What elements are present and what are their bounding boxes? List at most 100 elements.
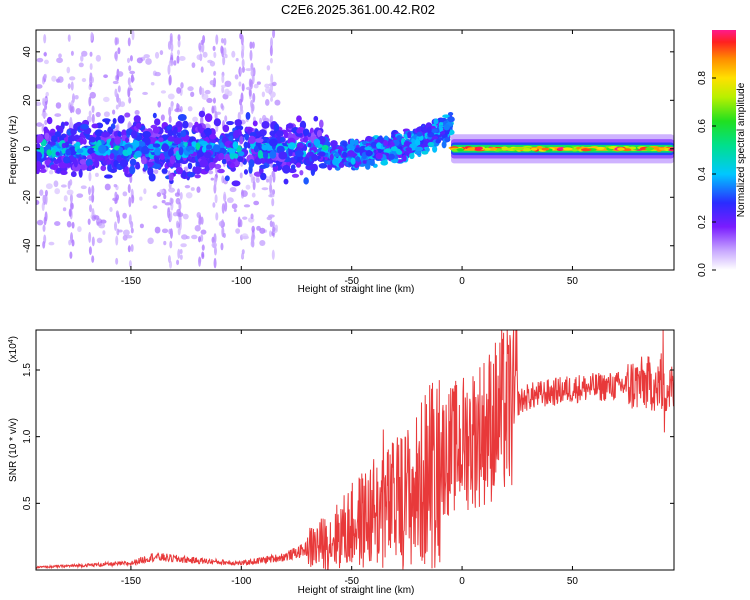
spectrogram-streak-mark bbox=[252, 92, 256, 103]
spectrogram-streak-mark bbox=[115, 104, 119, 110]
spectrogram-scatter-mark bbox=[256, 81, 261, 85]
spectrogram-scatter-mark bbox=[139, 223, 144, 229]
spectrogram-streak-mark bbox=[177, 34, 181, 41]
spectrogram-streak-mark bbox=[167, 255, 171, 264]
spectrogram-band-mark bbox=[129, 158, 137, 166]
spectrogram-streak-mark bbox=[239, 172, 243, 179]
spectrogram-rising-mark bbox=[421, 150, 429, 155]
spectrogram-scatter-mark bbox=[36, 84, 43, 89]
spectrogram-scatter-mark bbox=[93, 215, 100, 220]
spectrogram-scatter-mark bbox=[86, 115, 92, 123]
spectrogram-band-mark bbox=[214, 163, 222, 170]
spectrogram-scatter-mark bbox=[39, 189, 44, 196]
spectrogram-streak-mark bbox=[177, 39, 181, 48]
spectrogram-scatter-mark bbox=[75, 108, 82, 115]
spectrogram-band-mark bbox=[299, 169, 304, 176]
spectrogram-scatter-mark bbox=[45, 183, 53, 190]
spectrogram-band-mark bbox=[161, 168, 168, 174]
spectrogram-streak-mark bbox=[117, 47, 121, 55]
spectrogram-band-mark bbox=[295, 132, 303, 137]
spectrogram-band-mark bbox=[126, 147, 133, 156]
spectrogram-scatter-mark bbox=[202, 51, 208, 58]
spectrogram-scatter-mark bbox=[229, 187, 237, 193]
spectrogram-streak-mark bbox=[127, 184, 131, 194]
spectrogram-tone-mark bbox=[616, 147, 625, 151]
spectrogram-band-mark bbox=[53, 159, 59, 165]
spectrogram-band-mark bbox=[186, 171, 195, 178]
spectrogram-scatter-mark bbox=[43, 52, 47, 57]
spectrogram-scatter-mark bbox=[175, 197, 181, 205]
spectrogram-scatter-mark bbox=[161, 199, 166, 204]
spectrogram-scatter-mark bbox=[234, 74, 239, 80]
spectrogram-band-mark bbox=[282, 164, 291, 174]
spectrogram-scatter-mark bbox=[201, 93, 209, 100]
spectrogram-band-mark bbox=[94, 129, 104, 137]
spectrogram-panel: -150 -100 -50 0 50 -40 -20 0 20 40 Height of str… bbox=[8, 29, 675, 295]
spectrogram-rising-mark bbox=[333, 152, 340, 158]
spectrogram-band-mark bbox=[233, 153, 239, 159]
spectrogram-streak-mark bbox=[115, 210, 119, 217]
spectrogram-streak-mark bbox=[69, 251, 73, 259]
spectrogram-streak-mark bbox=[114, 221, 118, 231]
spectrogram-band-mark bbox=[269, 150, 277, 159]
spectrogram-scatter-mark bbox=[191, 62, 196, 68]
spectrogram-scatter-mark bbox=[119, 101, 126, 108]
spectrogram-scatter-mark bbox=[112, 109, 116, 115]
spectrogram-streak-mark bbox=[91, 105, 95, 113]
spectrogram-streak-mark bbox=[252, 176, 256, 182]
spectrogram-streak-mark bbox=[224, 115, 228, 122]
spectrogram-rising-mark bbox=[361, 140, 367, 145]
spectrogram-band-mark bbox=[261, 144, 269, 151]
spectrogram-streak-mark bbox=[88, 172, 92, 182]
spectrogram-tone-mark bbox=[501, 147, 509, 151]
spectrogram-scatter-mark bbox=[253, 200, 260, 206]
spectrogram-rising-mark bbox=[396, 134, 403, 141]
spectrogram-tone-mark bbox=[512, 147, 524, 151]
spectrogram-band-mark bbox=[273, 123, 280, 132]
spectrogram-band-mark bbox=[307, 142, 312, 148]
spectrogram-band-mark bbox=[98, 144, 107, 154]
spectrogram-streak-mark bbox=[238, 81, 242, 87]
spectrogram-band-mark bbox=[291, 173, 300, 178]
spectrogram-streak-mark bbox=[115, 257, 119, 265]
spectrogram-scatter-mark bbox=[103, 74, 108, 79]
spectrogram-streak-mark bbox=[67, 83, 71, 89]
spectrogram-band-mark bbox=[276, 130, 284, 137]
spectrogram-rising-mark bbox=[346, 150, 355, 157]
spectrogram-scatter-mark bbox=[56, 57, 63, 64]
spectrogram-rising-mark bbox=[416, 126, 422, 133]
spectrogram-band-mark bbox=[100, 165, 107, 172]
spectrogram-streak-mark bbox=[44, 119, 48, 125]
spectrogram-band-mark bbox=[221, 158, 227, 165]
spectrogram-band-mark bbox=[176, 126, 182, 133]
spectrogram-scatter-mark bbox=[168, 59, 174, 67]
spectrogram-scatter-mark bbox=[176, 212, 184, 218]
spectrogram-band-mark bbox=[166, 125, 173, 131]
colorbar: 0.0 0.2 0.4 0.6 0.8 Normalized spectral ampl… bbox=[697, 30, 747, 277]
spectrogram-scatter-mark bbox=[55, 102, 62, 109]
spectrogram-band-mark bbox=[297, 155, 304, 161]
y-tick-label: 40 bbox=[22, 46, 33, 58]
x-tick-label: 50 bbox=[567, 276, 579, 287]
spectrogram-scatter-mark bbox=[180, 82, 184, 89]
spectrogram-band-mark bbox=[243, 169, 249, 175]
spectrogram-band-mark bbox=[161, 143, 170, 152]
snr-y-multiplier: (x104) bbox=[8, 336, 20, 363]
spectrogram-scatter-mark bbox=[154, 71, 161, 77]
spectrogram-band-mark bbox=[248, 159, 255, 168]
spectrogram-band-mark bbox=[253, 145, 259, 153]
spectrogram-streak-mark bbox=[272, 171, 276, 178]
spectrogram-streak-mark bbox=[128, 96, 132, 104]
spectrogram-streak-mark bbox=[198, 236, 202, 243]
spectrogram-y-ticks: -40 -20 0 20 40 bbox=[22, 46, 674, 253]
spectrogram-band-mark bbox=[55, 151, 60, 156]
spectrogram-rising-mark bbox=[365, 149, 373, 157]
spectrogram-band-mark bbox=[204, 113, 213, 122]
spectrogram-streak-mark bbox=[221, 86, 225, 94]
spectrogram-scatter-mark bbox=[69, 76, 76, 81]
spectrogram-streak-mark bbox=[43, 33, 47, 44]
spectrogram-scatter-mark bbox=[36, 57, 44, 63]
spectrogram-streak-mark bbox=[169, 240, 173, 249]
spectrogram-streak-mark bbox=[220, 242, 224, 251]
spectrogram-band-mark bbox=[70, 171, 77, 178]
